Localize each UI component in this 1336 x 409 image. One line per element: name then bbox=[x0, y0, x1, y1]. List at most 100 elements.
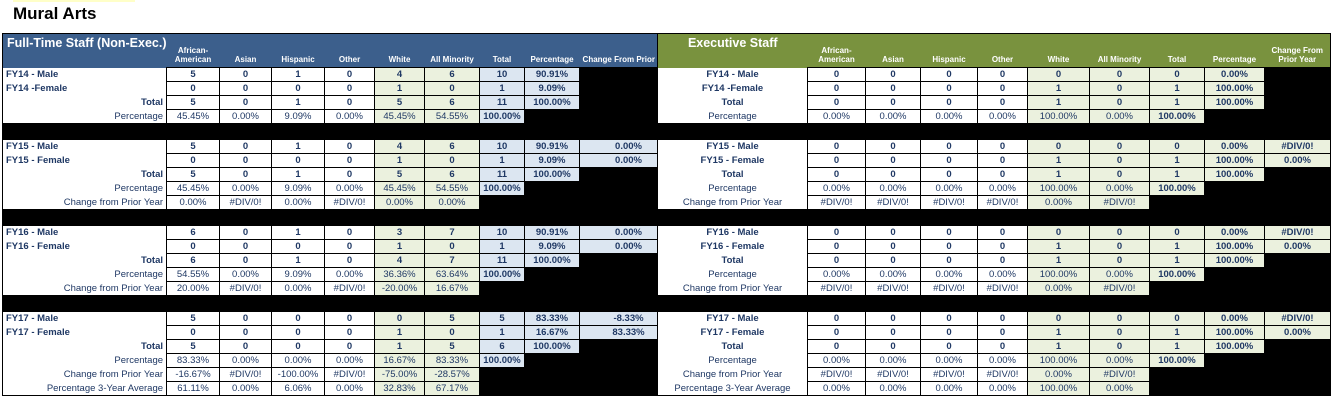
table-cell[interactable]: #DIV/0! bbox=[324, 195, 376, 210]
table-cell[interactable]: 0 bbox=[219, 325, 273, 340]
table-cell[interactable] bbox=[479, 367, 526, 382]
table-cell[interactable] bbox=[1204, 109, 1265, 124]
table-cell[interactable]: 0.00% bbox=[324, 353, 376, 368]
table-cell[interactable]: 1 bbox=[1149, 253, 1205, 268]
table-cell[interactable]: 0 bbox=[324, 139, 376, 154]
row-label[interactable]: FY16 - Female bbox=[657, 239, 808, 254]
table-cell[interactable]: 3 bbox=[374, 225, 426, 240]
table-cell[interactable]: 100.00% bbox=[1027, 353, 1090, 368]
table-cell[interactable]: 0 bbox=[1089, 325, 1150, 340]
table-cell[interactable]: 0 bbox=[865, 139, 921, 154]
table-cell[interactable]: 67.17% bbox=[424, 381, 481, 396]
table-cell[interactable] bbox=[1264, 81, 1331, 96]
table-cell[interactable]: 0.00% bbox=[1204, 139, 1265, 154]
table-cell[interactable]: 100.00% bbox=[1204, 253, 1265, 268]
table-cell[interactable]: 11 bbox=[479, 167, 526, 182]
table-cell[interactable] bbox=[524, 381, 581, 396]
table-cell[interactable] bbox=[1204, 267, 1265, 282]
table-cell[interactable] bbox=[579, 381, 679, 396]
row-label[interactable]: Percentage 3-Year Average bbox=[657, 381, 808, 396]
table-cell[interactable]: 0 bbox=[1089, 67, 1150, 82]
table-cell[interactable]: 1 bbox=[1027, 339, 1090, 354]
table-cell[interactable]: 0.00% bbox=[1204, 225, 1265, 240]
table-cell[interactable]: 83.33% bbox=[166, 353, 221, 368]
table-cell[interactable]: 100.00% bbox=[1149, 353, 1205, 368]
table-cell[interactable]: 0 bbox=[807, 95, 866, 110]
table-cell[interactable]: 0.00% bbox=[271, 195, 326, 210]
row-label[interactable]: Percentage bbox=[657, 109, 808, 124]
table-cell[interactable]: 0 bbox=[324, 239, 376, 254]
table-cell[interactable]: 0.00% bbox=[324, 267, 376, 282]
table-cell[interactable]: 1 bbox=[479, 239, 526, 254]
row-label[interactable]: Percentage bbox=[657, 267, 808, 282]
table-cell[interactable]: 0 bbox=[271, 81, 326, 96]
table-cell[interactable]: 0.00% bbox=[977, 109, 1028, 124]
table-cell[interactable] bbox=[1149, 367, 1205, 382]
table-cell[interactable]: 0 bbox=[920, 153, 978, 168]
table-cell[interactable] bbox=[1264, 381, 1331, 396]
table-cell[interactable]: 9.09% bbox=[524, 153, 581, 168]
table-cell[interactable]: 0 bbox=[424, 239, 481, 254]
table-cell[interactable]: 0 bbox=[1027, 311, 1090, 326]
table-cell[interactable]: 0 bbox=[977, 167, 1028, 182]
table-cell[interactable]: 0 bbox=[219, 95, 273, 110]
table-cell[interactable] bbox=[579, 167, 679, 182]
table-cell[interactable]: 0 bbox=[324, 253, 376, 268]
table-cell[interactable]: 0 bbox=[1089, 95, 1150, 110]
table-cell[interactable]: 0 bbox=[865, 67, 921, 82]
table-cell[interactable]: 100.00% bbox=[1149, 109, 1205, 124]
table-cell[interactable]: 0 bbox=[977, 253, 1028, 268]
table-cell[interactable]: 5 bbox=[166, 339, 221, 354]
table-cell[interactable]: 0.00% bbox=[977, 267, 1028, 282]
table-cell[interactable]: #DIV/0! bbox=[1264, 139, 1331, 154]
table-cell[interactable]: #DIV/0! bbox=[1089, 195, 1150, 210]
table-cell[interactable]: 0 bbox=[424, 325, 481, 340]
table-cell[interactable]: 0 bbox=[1089, 339, 1150, 354]
table-cell[interactable]: 0 bbox=[920, 239, 978, 254]
row-label[interactable]: FY16 - Male bbox=[657, 225, 808, 240]
table-cell[interactable]: 1 bbox=[1149, 325, 1205, 340]
table-cell[interactable]: 0 bbox=[219, 139, 273, 154]
row-label[interactable]: FY17 - Male bbox=[657, 311, 808, 326]
table-cell[interactable]: 0 bbox=[424, 81, 481, 96]
table-cell[interactable]: #DIV/0! bbox=[324, 281, 376, 296]
table-cell[interactable]: 0 bbox=[920, 253, 978, 268]
table-cell[interactable] bbox=[1264, 281, 1331, 296]
row-label[interactable]: FY16 - Male bbox=[2, 225, 168, 240]
table-cell[interactable] bbox=[579, 281, 679, 296]
row-label[interactable]: Total bbox=[657, 95, 808, 110]
table-cell[interactable]: 0.00% bbox=[1027, 281, 1090, 296]
table-cell[interactable]: 0.00% bbox=[865, 109, 921, 124]
table-cell[interactable]: 100.00% bbox=[479, 267, 526, 282]
table-cell[interactable]: 0 bbox=[166, 325, 221, 340]
table-cell[interactable]: 0 bbox=[920, 81, 978, 96]
table-cell[interactable]: 1 bbox=[1149, 95, 1205, 110]
table-cell[interactable]: 0 bbox=[977, 153, 1028, 168]
table-cell[interactable] bbox=[1204, 195, 1265, 210]
table-cell[interactable]: #DIV/0! bbox=[1089, 281, 1150, 296]
row-label[interactable]: Change from Prior Year bbox=[657, 367, 808, 382]
table-cell[interactable]: 0 bbox=[920, 67, 978, 82]
table-cell[interactable]: 0 bbox=[865, 253, 921, 268]
table-cell[interactable]: 0 bbox=[807, 339, 866, 354]
table-cell[interactable] bbox=[479, 281, 526, 296]
table-cell[interactable]: 0.00% bbox=[920, 109, 978, 124]
table-cell[interactable]: 0 bbox=[219, 339, 273, 354]
row-label[interactable]: Change from Prior Year bbox=[657, 281, 808, 296]
table-cell[interactable]: 9.09% bbox=[271, 181, 326, 196]
table-cell[interactable] bbox=[1264, 353, 1331, 368]
table-cell[interactable]: 0 bbox=[324, 95, 376, 110]
table-cell[interactable]: 1 bbox=[271, 67, 326, 82]
table-cell[interactable]: 0 bbox=[807, 325, 866, 340]
row-label[interactable]: FY14 - Male bbox=[657, 67, 808, 82]
table-cell[interactable]: 5 bbox=[166, 95, 221, 110]
table-cell[interactable]: 0 bbox=[324, 339, 376, 354]
table-cell[interactable]: 0 bbox=[1089, 167, 1150, 182]
table-cell[interactable]: 63.64% bbox=[424, 267, 481, 282]
table-cell[interactable]: 100.00% bbox=[479, 109, 526, 124]
table-cell[interactable]: #DIV/0! bbox=[920, 367, 978, 382]
row-label[interactable]: FY17 - Female bbox=[2, 325, 168, 340]
table-cell[interactable]: 5 bbox=[166, 167, 221, 182]
table-cell[interactable] bbox=[524, 181, 581, 196]
table-cell[interactable]: #DIV/0! bbox=[1264, 311, 1331, 326]
